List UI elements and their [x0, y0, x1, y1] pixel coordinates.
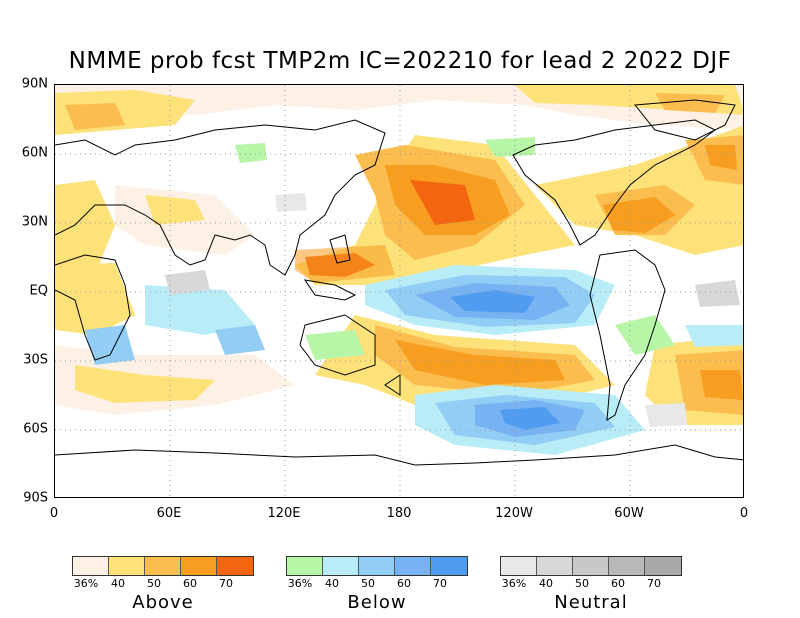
lat-label-30s: 30S: [23, 352, 48, 368]
legend-neutral-swatch: [501, 557, 537, 575]
legend-above-swatch: [181, 557, 217, 575]
legend-above-swatch: [217, 557, 253, 575]
lon-label-120e: 120E: [267, 506, 301, 521]
lat-label-60n: 60N: [21, 145, 48, 161]
legend-below-swatch: [395, 557, 431, 575]
above-shading: [55, 85, 743, 445]
graticule: [55, 85, 743, 497]
legend-below: 36% 40 50 60 70 Below: [286, 556, 468, 613]
neutral-shading: [165, 193, 740, 427]
legend-tick: 70: [433, 577, 447, 590]
lon-label-60e: 60E: [156, 506, 182, 521]
legend-tick: 60: [397, 577, 411, 590]
legend-neutral-swatch: [609, 557, 645, 575]
legend-above-swatch: [109, 557, 145, 575]
legend-tick: 40: [325, 577, 339, 590]
lon-label-60w: 60W: [614, 506, 644, 521]
legend-tick: 60: [611, 577, 625, 590]
legend-above-label: Above: [132, 592, 194, 613]
legend-neutral-bar: [500, 556, 682, 576]
legend-tick: 50: [147, 577, 161, 590]
lon-label-0-east: 0: [739, 506, 749, 521]
lat-label-60s: 60S: [23, 421, 48, 437]
legend-tick: 60: [183, 577, 197, 590]
lat-label-eq: EQ: [29, 283, 48, 299]
legend-below-swatch: [359, 557, 395, 575]
lat-label-90s: 90S: [23, 490, 48, 506]
legend-below-swatch: [431, 557, 467, 575]
legend-tick: 50: [361, 577, 375, 590]
lat-label-90n: 90N: [21, 76, 48, 92]
legend-below-swatch: [287, 557, 323, 575]
lon-label-0: 0: [49, 506, 59, 521]
legend-below-label: Below: [347, 592, 407, 613]
legend-tick: 40: [539, 577, 553, 590]
legend-tick: 36%: [501, 577, 527, 590]
legend-neutral-ticks: 36% 40 50 60 70: [500, 576, 682, 590]
legend-neutral-swatch: [645, 557, 681, 575]
lon-label-120w: 120W: [495, 506, 533, 521]
legend-neutral-swatch: [537, 557, 573, 575]
legend-below-bar: [286, 556, 468, 576]
legend-tick: 50: [575, 577, 589, 590]
legend-neutral: 36% 40 50 60 70 Neutral: [500, 556, 682, 613]
lat-label-30n: 30N: [21, 214, 48, 230]
probability-map: [55, 85, 743, 497]
below-shading: [85, 137, 743, 455]
legend-below-swatch: [323, 557, 359, 575]
legend-tick: 36%: [287, 577, 313, 590]
legend-above-swatch: [145, 557, 181, 575]
legend-tick: 70: [219, 577, 233, 590]
legend-tick: 70: [647, 577, 661, 590]
legend-neutral-label: Neutral: [554, 592, 628, 613]
legend-above-swatch: [73, 557, 109, 575]
legend-tick: 40: [111, 577, 125, 590]
legend-above: 36% 40 50 60 70 Above: [72, 556, 254, 613]
coastlines: [55, 99, 743, 466]
legend-above-bar: [72, 556, 254, 576]
map-panel: [54, 84, 744, 498]
lon-label-180: 180: [386, 506, 412, 521]
legend-tick: 36%: [73, 577, 99, 590]
legend-below-ticks: 36% 40 50 60 70: [286, 576, 468, 590]
legend-neutral-swatch: [573, 557, 609, 575]
map-title: NMME prob fcst TMP2m IC=202210 for lead …: [68, 48, 732, 74]
legend-above-ticks: 36% 40 50 60 70: [72, 576, 254, 590]
